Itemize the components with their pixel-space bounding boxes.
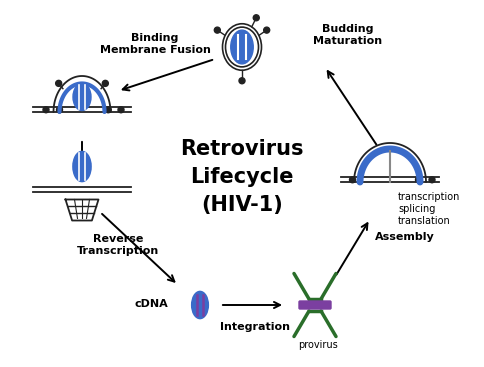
Circle shape bbox=[429, 177, 435, 183]
Text: Binding
Membrane Fusion: Binding Membrane Fusion bbox=[100, 33, 211, 55]
Circle shape bbox=[349, 177, 356, 183]
Text: provirus: provirus bbox=[298, 340, 338, 350]
Circle shape bbox=[253, 15, 259, 21]
Circle shape bbox=[102, 80, 108, 86]
Text: Integration: Integration bbox=[220, 322, 290, 332]
Circle shape bbox=[57, 107, 62, 113]
Circle shape bbox=[118, 107, 124, 113]
Text: transcription
splicing
translation: transcription splicing translation bbox=[398, 192, 460, 226]
Text: cDNA: cDNA bbox=[134, 299, 168, 309]
Ellipse shape bbox=[192, 291, 208, 319]
Ellipse shape bbox=[73, 152, 91, 182]
Circle shape bbox=[56, 80, 61, 86]
Text: Retrovirus
Lifecycle
(HIV-1): Retrovirus Lifecycle (HIV-1) bbox=[180, 139, 304, 215]
Circle shape bbox=[415, 177, 422, 183]
Ellipse shape bbox=[231, 30, 253, 64]
Circle shape bbox=[239, 78, 245, 84]
Circle shape bbox=[264, 27, 270, 33]
Circle shape bbox=[43, 107, 49, 113]
Ellipse shape bbox=[73, 84, 91, 110]
Circle shape bbox=[214, 27, 220, 33]
Text: Assembly: Assembly bbox=[375, 232, 435, 242]
Circle shape bbox=[105, 107, 111, 113]
Text: Budding
Maturation: Budding Maturation bbox=[314, 24, 382, 46]
Text: Reverse
Transcription: Reverse Transcription bbox=[77, 234, 159, 256]
FancyBboxPatch shape bbox=[299, 301, 331, 309]
